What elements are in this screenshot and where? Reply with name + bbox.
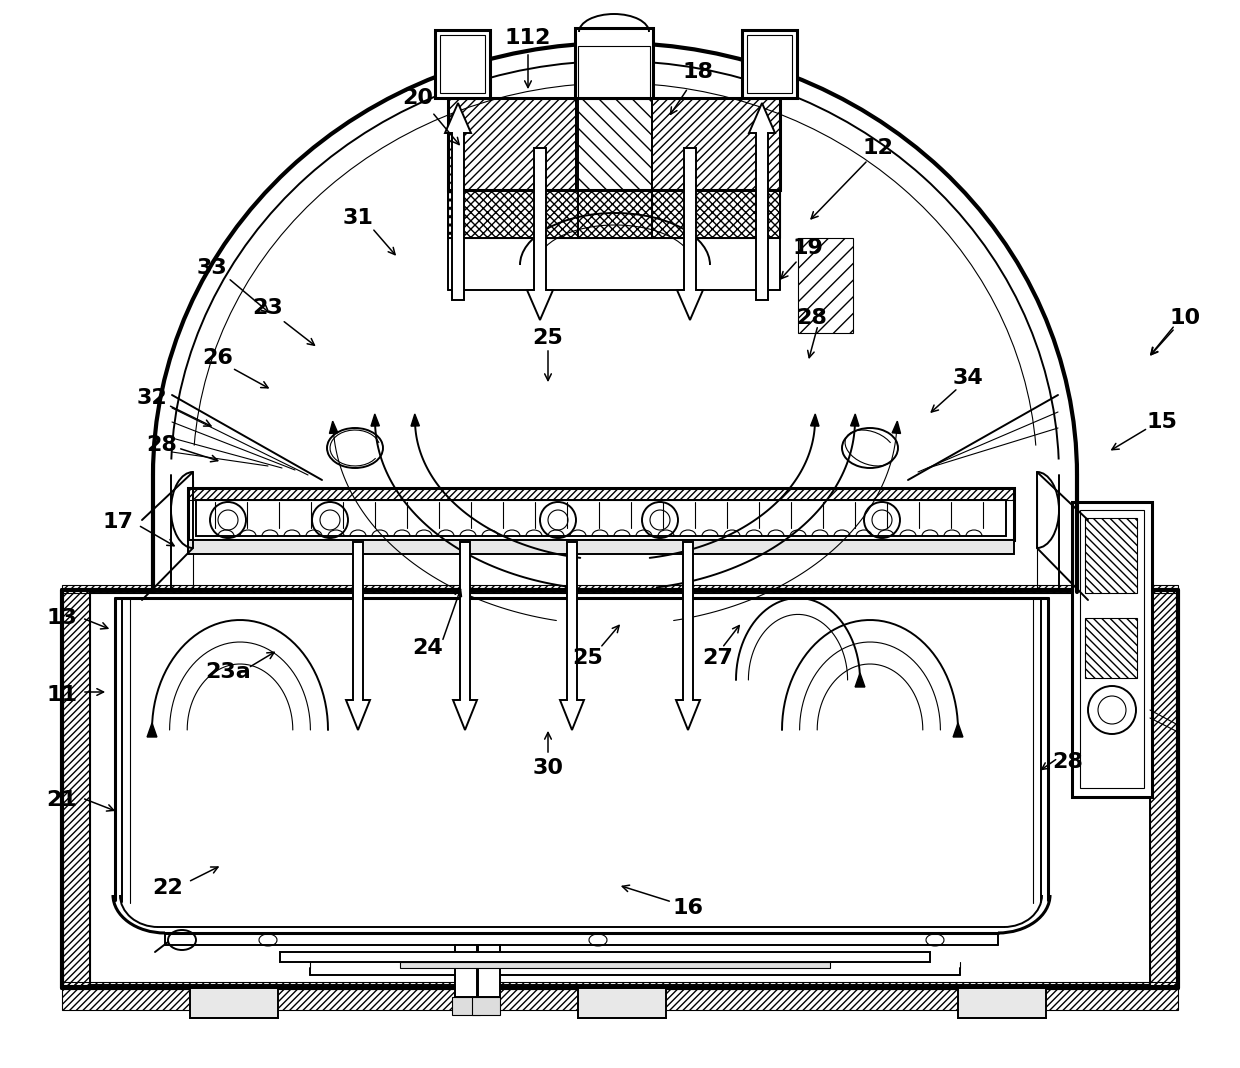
Text: 25: 25 <box>573 648 604 668</box>
Bar <box>188 488 1014 500</box>
Text: 23a: 23a <box>205 662 250 682</box>
Text: 26: 26 <box>202 348 233 368</box>
Polygon shape <box>892 421 900 434</box>
Bar <box>62 585 1178 593</box>
Polygon shape <box>856 673 866 687</box>
Bar <box>435 30 490 98</box>
Text: 23: 23 <box>253 298 284 318</box>
Bar <box>575 28 653 98</box>
Text: 112: 112 <box>505 28 552 48</box>
Polygon shape <box>811 414 818 426</box>
FancyArrow shape <box>749 103 775 300</box>
Text: 12: 12 <box>863 138 894 158</box>
Polygon shape <box>371 414 379 426</box>
Bar <box>1073 502 1152 797</box>
Bar <box>448 98 577 190</box>
Bar <box>742 30 797 98</box>
Text: 27: 27 <box>703 648 733 668</box>
Text: 28: 28 <box>1053 752 1084 772</box>
FancyArrow shape <box>346 541 370 731</box>
Bar <box>799 238 853 333</box>
Text: 11: 11 <box>47 685 77 705</box>
Text: 21: 21 <box>47 790 77 810</box>
FancyArrow shape <box>445 103 471 300</box>
Bar <box>280 952 930 962</box>
FancyArrow shape <box>677 148 703 320</box>
Bar <box>577 98 652 190</box>
Text: 10: 10 <box>1169 308 1200 328</box>
Text: 22: 22 <box>153 878 184 898</box>
Bar <box>455 945 477 998</box>
Bar <box>62 590 91 985</box>
Bar <box>477 945 500 998</box>
Polygon shape <box>851 414 859 426</box>
Bar <box>448 190 780 238</box>
Bar <box>1080 511 1145 788</box>
Bar <box>188 540 1014 554</box>
Bar <box>453 998 480 1015</box>
Bar <box>959 988 1047 1018</box>
Text: 32: 32 <box>136 388 167 408</box>
Text: 31: 31 <box>342 208 373 227</box>
Bar <box>1085 518 1137 593</box>
Text: 18: 18 <box>682 62 713 82</box>
Text: 13: 13 <box>47 608 77 628</box>
Bar <box>62 981 1178 1010</box>
Text: 15: 15 <box>1147 412 1178 431</box>
Bar <box>1085 618 1137 678</box>
Bar <box>578 46 650 98</box>
Polygon shape <box>148 723 157 737</box>
Polygon shape <box>330 421 337 434</box>
Polygon shape <box>954 723 963 737</box>
Text: 24: 24 <box>413 638 444 658</box>
Text: 30: 30 <box>532 758 563 778</box>
Bar <box>652 98 780 190</box>
Text: 28: 28 <box>146 435 177 455</box>
FancyArrow shape <box>560 541 584 731</box>
Text: 25: 25 <box>533 328 563 348</box>
Text: 16: 16 <box>672 898 703 918</box>
Text: 34: 34 <box>952 368 983 388</box>
FancyArrow shape <box>676 541 701 731</box>
Polygon shape <box>410 414 419 426</box>
Bar <box>401 962 830 968</box>
Bar <box>440 35 485 93</box>
Bar <box>448 190 780 238</box>
Text: 33: 33 <box>197 258 227 278</box>
Bar <box>448 98 780 190</box>
Bar <box>188 488 1014 540</box>
Text: 17: 17 <box>103 512 134 532</box>
Bar <box>1149 590 1178 985</box>
FancyArrow shape <box>453 541 477 731</box>
Text: 20: 20 <box>403 88 434 108</box>
Bar <box>746 35 792 93</box>
Bar <box>196 500 1006 536</box>
FancyArrow shape <box>527 148 553 320</box>
Text: 19: 19 <box>792 238 823 258</box>
Bar <box>472 998 500 1015</box>
Text: 28: 28 <box>796 308 827 328</box>
Bar <box>578 988 666 1018</box>
Bar <box>190 988 278 1018</box>
